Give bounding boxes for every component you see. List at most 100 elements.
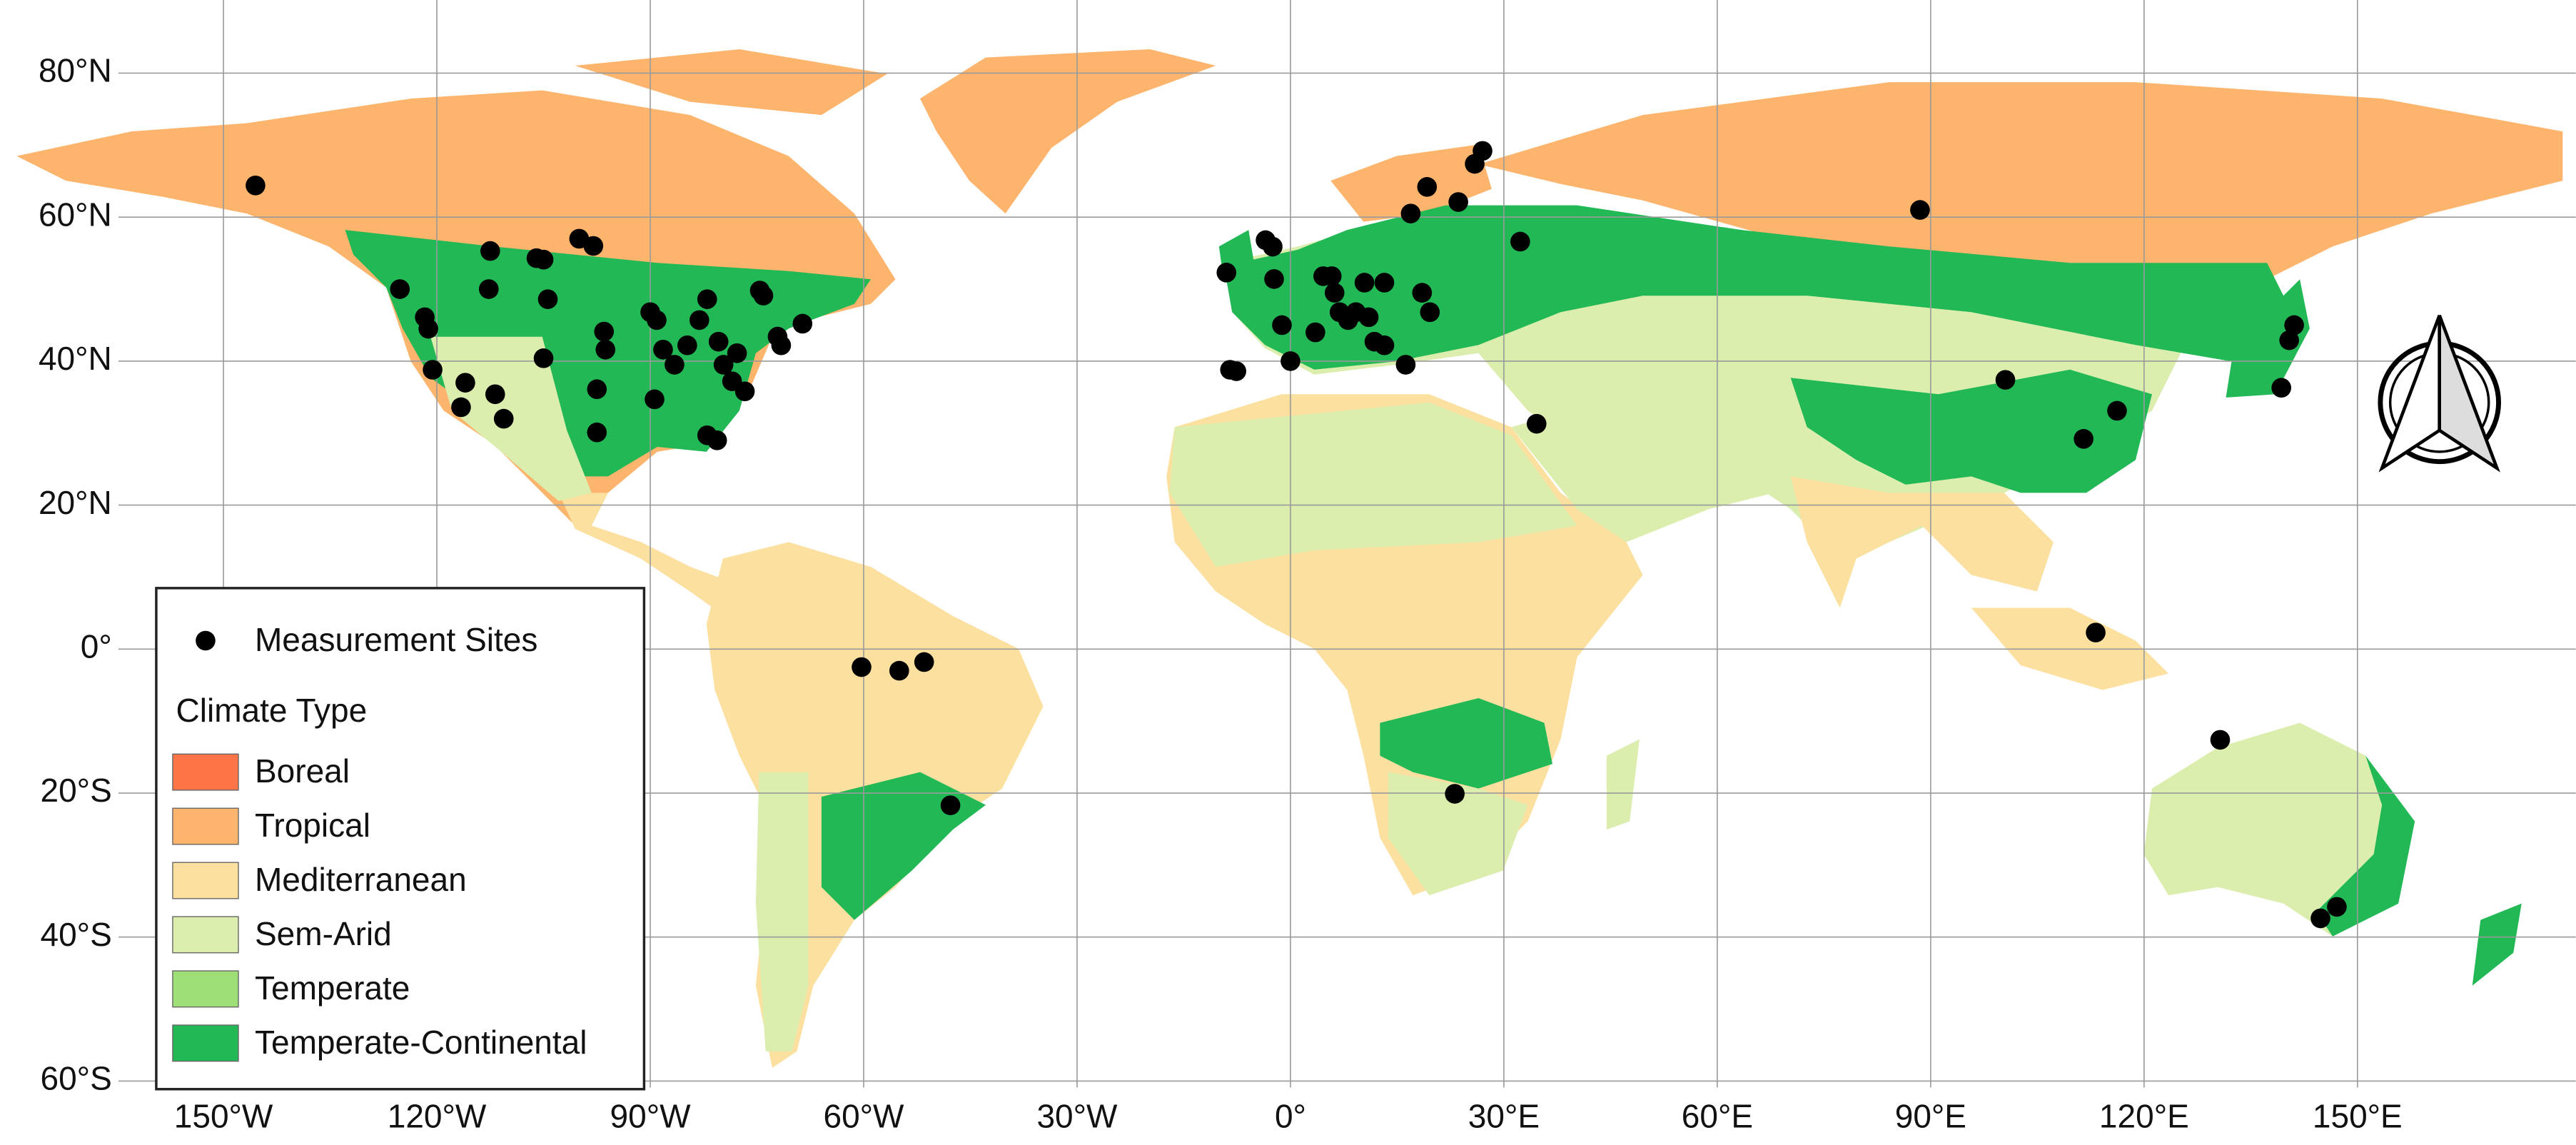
site-marker (1417, 177, 1438, 197)
site-marker (727, 343, 747, 363)
land-region (575, 49, 887, 116)
x-tick-label: 90°E (1895, 1097, 1966, 1134)
site-marker (1281, 351, 1300, 371)
x-tick-label: 90°W (610, 1097, 692, 1134)
site-marker (1510, 231, 1530, 252)
site-marker (1264, 269, 1284, 289)
y-tick-label: 20°N (39, 484, 112, 521)
site-marker (707, 430, 727, 450)
north-arrow (2378, 315, 2502, 473)
x-tick-label: 120°W (388, 1097, 487, 1134)
legend-swatch (172, 753, 239, 791)
site-marker (734, 381, 755, 402)
site-marker (792, 313, 813, 334)
site-marker (1358, 307, 1379, 328)
site-marker (1216, 263, 1237, 283)
site-marker (771, 335, 792, 355)
site-marker (595, 339, 616, 360)
site-marker (1473, 141, 1492, 161)
site-marker (1374, 273, 1395, 293)
legend-title: Climate Type (176, 692, 368, 729)
site-marker (2086, 622, 2106, 642)
land-region (1223, 205, 2292, 370)
sites (246, 141, 2347, 929)
land-region (755, 772, 809, 1051)
ticks: 150°W 120°W 90°W 60°W 30°W 0° 30°E 60°E 90°E 120°… (39, 52, 2403, 1135)
site-marker (1910, 200, 1930, 220)
site-marker (1400, 203, 1421, 223)
site-marker (587, 379, 607, 400)
land-region (2226, 279, 2310, 398)
site-marker (2310, 908, 2330, 929)
site-marker (2279, 330, 2299, 350)
land-region (2316, 755, 2415, 937)
site-marker (645, 389, 665, 410)
x-tick-label: 120°E (2099, 1097, 2189, 1134)
site-marker (418, 318, 438, 339)
x-tick-label: 150°W (174, 1097, 273, 1134)
site-marker (1272, 315, 1292, 336)
x-tick-label: 30°W (1036, 1097, 1118, 1134)
site-marker (2284, 315, 2304, 336)
y-tick-label: 60°S (40, 1060, 111, 1097)
legend-label: Tropical (255, 807, 370, 844)
land-region (821, 772, 986, 920)
site-marker (689, 310, 709, 331)
x-tick-label: 150°E (2313, 1097, 2403, 1134)
site-marker (455, 373, 475, 393)
site-marker (647, 310, 667, 331)
site-marker (1226, 361, 1247, 381)
legend-label: Sem-Arid (255, 915, 392, 952)
site-marker (390, 279, 410, 299)
y-tick-label: 0° (81, 627, 112, 665)
site-marker (587, 422, 607, 443)
site-marker (2210, 730, 2231, 750)
legend-swatch (172, 807, 239, 845)
y-tick-label: 80°N (39, 52, 112, 89)
legend-swatch (172, 1024, 239, 1062)
legend-label: Temperate-Continental (255, 1024, 587, 1061)
site-marker (2327, 897, 2347, 917)
y-tick-label: 40°N (39, 340, 112, 377)
site-marker (1448, 192, 1468, 212)
site-marker (1263, 236, 1283, 257)
site-marker (1445, 784, 1465, 804)
legend-swatch (172, 916, 239, 954)
site-marker (1395, 355, 1416, 375)
site-marker (423, 360, 443, 380)
land-region (1380, 698, 1553, 789)
site-marker (1324, 283, 1345, 303)
site-marker (1354, 273, 1375, 293)
y-tick-label: 60°N (39, 196, 112, 233)
land-region (1169, 402, 1577, 567)
x-tick-label: 0° (1275, 1097, 1306, 1134)
site-marker (1412, 283, 1433, 303)
site-marker (2107, 400, 2127, 421)
site-marker (478, 279, 499, 299)
site-marker (533, 249, 554, 270)
legend-label: Boreal (255, 752, 350, 790)
site-marker (697, 289, 717, 309)
land-region (1606, 739, 1640, 830)
site-marker (537, 289, 558, 309)
site-marker (708, 331, 729, 352)
site-marker (1526, 413, 1547, 434)
site-marker (493, 408, 514, 429)
site-marker (1305, 322, 1325, 343)
site-marker (594, 321, 615, 342)
site-marker (485, 384, 505, 405)
x-tick-label: 30°E (1468, 1097, 1540, 1134)
site-marker (940, 795, 961, 815)
land-region (2472, 903, 2522, 986)
site-marker (889, 660, 909, 681)
site-marker (677, 335, 697, 355)
y-tick-label: 40°S (40, 916, 111, 953)
land-region (1478, 82, 2563, 280)
site-marker (583, 236, 604, 256)
land-region (920, 49, 1216, 214)
site-marker (480, 241, 500, 261)
site-marker (2074, 429, 2093, 449)
legend-swatch (172, 970, 239, 1008)
site-marker (914, 652, 934, 672)
